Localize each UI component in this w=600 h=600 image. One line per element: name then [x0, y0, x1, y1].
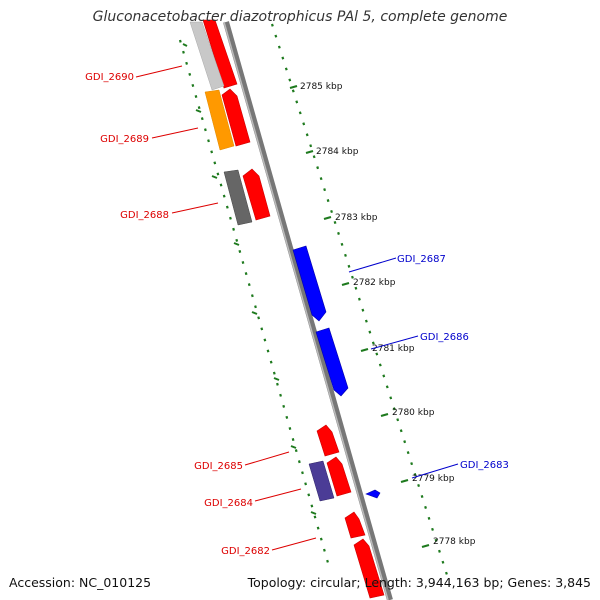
gene-block-gdi-2684[interactable]: [308, 460, 335, 502]
gene-arrow-gdi-2682a-fwd[interactable]: [344, 511, 366, 539]
leader-line-gdi-2683: [411, 463, 459, 479]
gene-label-gdi-2689[interactable]: GDI_2689: [100, 134, 149, 145]
map-title: Gluconacetobacter diazotrophicus PAl 5, …: [92, 9, 508, 25]
tick-label-2780: 2780 kbp: [392, 408, 435, 418]
gene-arrow-gdi-2687-rev[interactable]: [292, 245, 327, 322]
tick-label-2785: 2785 kbp: [300, 82, 343, 92]
tick-label-2779: 2779 kbp: [412, 474, 455, 484]
kbp-tick-mark: [360, 347, 369, 353]
inner-track-dash: [290, 445, 297, 449]
gene-label-gdi-2690[interactable]: GDI_2690: [85, 72, 134, 83]
inner-track-dash: [182, 43, 188, 47]
gene-arrow-gdi-2688-fwd[interactable]: [242, 168, 271, 221]
leader-line-gdi-2688: [171, 202, 219, 214]
kbp-tick-mark: [323, 215, 332, 221]
inner-track-dash: [310, 511, 317, 515]
topology-text: Topology: circular; Length: 3,944,163 bp…: [247, 575, 591, 590]
inner-track-dash: [273, 377, 280, 381]
gene-label-gdi-2686[interactable]: GDI_2686: [420, 332, 469, 343]
genome-backbone: [223, 21, 393, 600]
inner-track-dash: [251, 311, 258, 315]
tick-label-2782: 2782 kbp: [353, 278, 396, 288]
inner-track-dash: [211, 175, 218, 179]
gene-arrow-gdi-2682b-fwd[interactable]: [353, 538, 385, 599]
gene-label-gdi-2685[interactable]: GDI_2685: [194, 461, 243, 472]
tick-label-2783: 2783 kbp: [335, 213, 378, 223]
leader-line-gdi-2684: [254, 488, 302, 502]
gene-label-gdi-2682[interactable]: GDI_2682: [221, 546, 270, 557]
gene-block-gdi-2689[interactable]: [204, 89, 235, 151]
gene-arrow-gdi-2689-fwd[interactable]: [221, 88, 251, 147]
gene-label-gdi-2688[interactable]: GDI_2688: [120, 210, 169, 221]
gene-arrow-gdi-2685-fwd[interactable]: [316, 424, 340, 457]
gene-arrow-gdi-2683-rev[interactable]: [365, 489, 381, 499]
kbp-tick-mark: [380, 412, 389, 418]
kbp-tick-mark: [289, 84, 298, 90]
tick-label-2778: 2778 kbp: [433, 537, 476, 547]
gene-label-gdi-2684[interactable]: GDI_2684: [204, 498, 253, 509]
tick-label-2784: 2784 kbp: [316, 147, 359, 157]
tick-label-2781: 2781 kbp: [372, 344, 415, 354]
gene-arrow-gdi-2684-fwd[interactable]: [326, 456, 352, 497]
leader-line-gdi-2690: [135, 65, 183, 78]
gene-label-gdi-2683[interactable]: GDI_2683: [460, 460, 509, 471]
kbp-tick-mark: [341, 281, 350, 287]
leader-line-gdi-2686: [370, 335, 419, 350]
gene-block-gdi-2688[interactable]: [223, 169, 253, 226]
gene-label-gdi-2687[interactable]: GDI_2687: [397, 254, 446, 265]
genome-backbone-highlight: [223, 21, 389, 600]
inner-track-dash: [233, 242, 240, 246]
kbp-tick-mark: [421, 543, 430, 549]
accession-text: Accession: NC_010125: [9, 575, 152, 590]
leader-line-gdi-2689: [151, 127, 199, 139]
leader-line-gdi-2682: [271, 537, 317, 551]
gene-block-gdi-2690[interactable]: [189, 21, 225, 91]
leader-line-gdi-2687: [348, 257, 397, 273]
kbp-tick-mark: [305, 149, 314, 155]
leader-line-gdi-2685: [244, 451, 290, 466]
outer-scale-track: [270, 23, 449, 576]
gene-arrow-gdi-2686-rev[interactable]: [315, 327, 349, 397]
kbp-tick-mark: [400, 478, 409, 484]
inner-track-dash: [195, 109, 202, 113]
